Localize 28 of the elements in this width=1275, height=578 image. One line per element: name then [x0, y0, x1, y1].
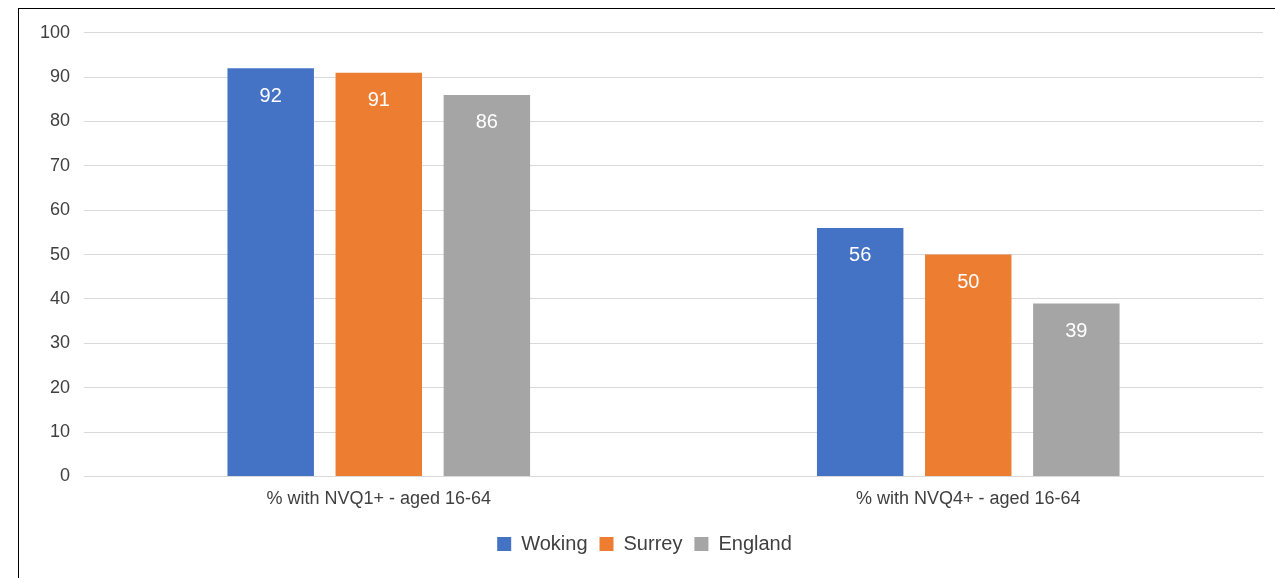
bar	[335, 72, 422, 476]
y-tick-label: 100	[39, 21, 71, 42]
y-tick-label: 0	[60, 465, 71, 486]
y-tick-label: 20	[50, 376, 71, 397]
legend-label: Surrey	[623, 531, 683, 554]
y-tick-label: 50	[50, 243, 71, 264]
data-label: 86	[475, 110, 498, 133]
data-label: 91	[367, 88, 390, 111]
legend-label: Woking	[521, 531, 588, 554]
y-tick-label: 60	[50, 199, 71, 220]
bar	[443, 94, 531, 476]
data-label: 50	[957, 270, 980, 293]
x-tick-label: % with NVQ1+ - aged 16-64	[266, 488, 492, 509]
x-tick-label: % with NVQ4+ - aged 16-64	[855, 488, 1081, 509]
y-tick-label: 10	[50, 421, 71, 442]
y-tick-label: 30	[50, 332, 71, 353]
bar	[925, 254, 1012, 476]
y-tick-label: 70	[50, 154, 71, 175]
bar	[816, 227, 904, 476]
y-tick-label: 80	[50, 110, 71, 131]
legend-label: England	[718, 531, 792, 554]
data-label: 39	[1065, 318, 1088, 341]
y-tick-label: 90	[50, 66, 71, 87]
y-tick-label: 40	[50, 287, 71, 308]
data-label: 56	[849, 243, 872, 266]
bar	[227, 68, 314, 476]
data-label: 92	[259, 83, 282, 106]
bar	[1033, 303, 1120, 476]
